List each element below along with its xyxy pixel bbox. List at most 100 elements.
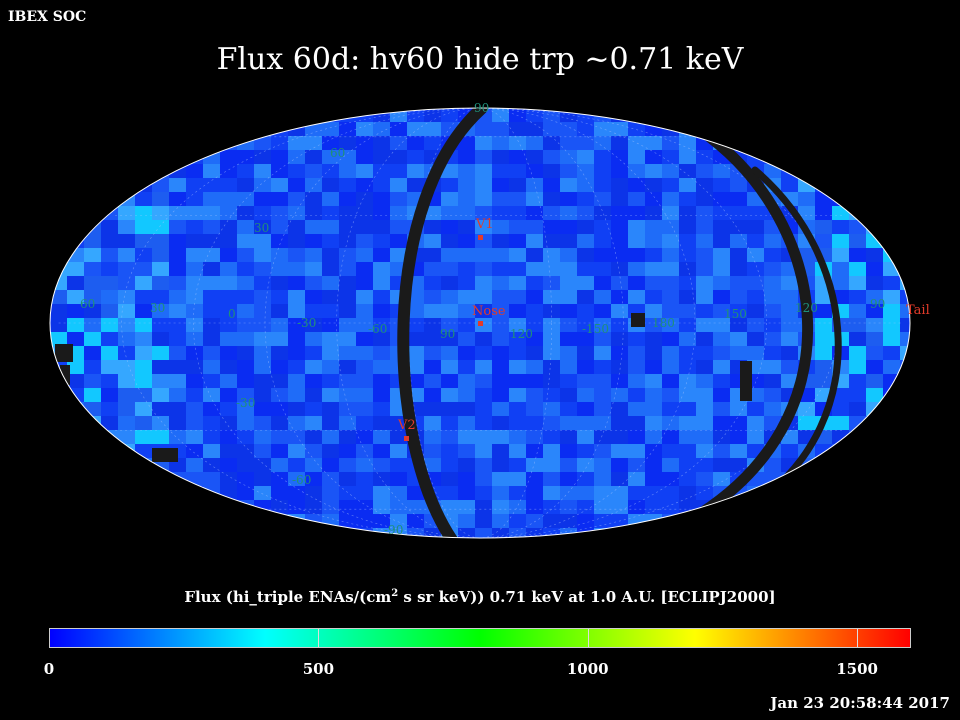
flux-cell [84,122,102,137]
flux-cell [169,150,187,165]
flux-cell [577,458,595,473]
flux-cell [832,164,850,179]
flux-cell [679,262,697,277]
flux-cell [662,206,680,221]
flux-cell [390,206,408,221]
flux-cell [679,332,697,347]
flux-cell [339,178,357,193]
flux-cell [747,108,765,123]
flux-cell [696,276,714,291]
flux-cell [781,178,799,193]
flux-cell [628,122,646,137]
flux-cell [713,276,731,291]
flux-cell [271,346,289,361]
flux-cell [356,332,374,347]
flux-cell [373,136,391,151]
flux-cell [458,206,476,221]
flux-cell [832,486,850,501]
flux-cell [101,514,119,529]
flux-cell [254,514,272,529]
flux-cell [730,528,748,538]
flux-cell [645,234,663,249]
flux-cell [594,444,612,459]
flux-cell [339,290,357,305]
flux-cell [441,248,459,263]
flux-cell [373,290,391,305]
flux-cell [900,388,910,403]
flux-cell [764,402,782,417]
flux-cell [339,150,357,165]
flux-cell [492,206,510,221]
flux-cell [645,220,663,235]
flux-cell [560,192,578,207]
flux-cell [152,206,170,221]
flux-cell [866,192,884,207]
flux-cell [356,248,374,263]
flux-cell [254,360,272,375]
flux-cell [203,192,221,207]
flux-cell [849,458,867,473]
flux-cell [543,122,561,137]
flux-cell [339,136,357,151]
flux-cell [458,192,476,207]
flux-cell [458,360,476,375]
flux-cell [798,206,816,221]
flux-cell [254,444,272,459]
flux-cell [118,122,136,137]
flux-cell [169,136,187,151]
flux-cell [424,458,442,473]
flux-cell [747,136,765,151]
flux-cell [356,150,374,165]
flux-cell [424,318,442,333]
flux-cell [475,346,493,361]
flux-cell [118,290,136,305]
flux-cell [67,220,85,235]
flux-cell [220,472,238,487]
flux-cell [526,374,544,389]
flux-cell [747,402,765,417]
flux-cell [288,374,306,389]
flux-cell [135,458,153,473]
flux-cell [271,206,289,221]
flux-cell [781,332,799,347]
flux-cell [169,360,187,375]
timestamp: Jan 23 20:58:44 2017 [770,694,950,712]
flux-cell [611,332,629,347]
flux-cell [526,262,544,277]
flux-cell [458,150,476,165]
flux-cell [67,150,85,165]
flux-cell [152,192,170,207]
flux-cell [169,528,187,538]
flux-cell [424,248,442,263]
flux-cell [441,276,459,291]
flux-cell [696,108,714,123]
flux-cell [475,458,493,473]
flux-cell [645,304,663,319]
flux-cell [458,332,476,347]
flux-cell [50,444,68,459]
flux-cell [492,262,510,277]
flux-cell [254,290,272,305]
flux-cell [118,108,136,123]
flux-cell [373,276,391,291]
flux-cell [407,528,425,538]
flux-cell [849,500,867,515]
flux-cell [628,514,646,529]
flux-cell [679,416,697,431]
flux-cell [679,220,697,235]
flux-cell [696,458,714,473]
flux-cell [781,374,799,389]
flux-cell [339,122,357,137]
flux-cell [220,528,238,538]
flux-cell [815,500,833,515]
flux-cell [900,346,910,361]
flux-cell [84,346,102,361]
longitude-label: 150 [724,307,747,321]
flux-cell [730,234,748,249]
flux-cell [50,472,68,487]
flux-cell [866,388,884,403]
flux-cell [458,388,476,403]
flux-cell [424,220,442,235]
flux-cell [424,332,442,347]
flux-cell [900,192,910,207]
